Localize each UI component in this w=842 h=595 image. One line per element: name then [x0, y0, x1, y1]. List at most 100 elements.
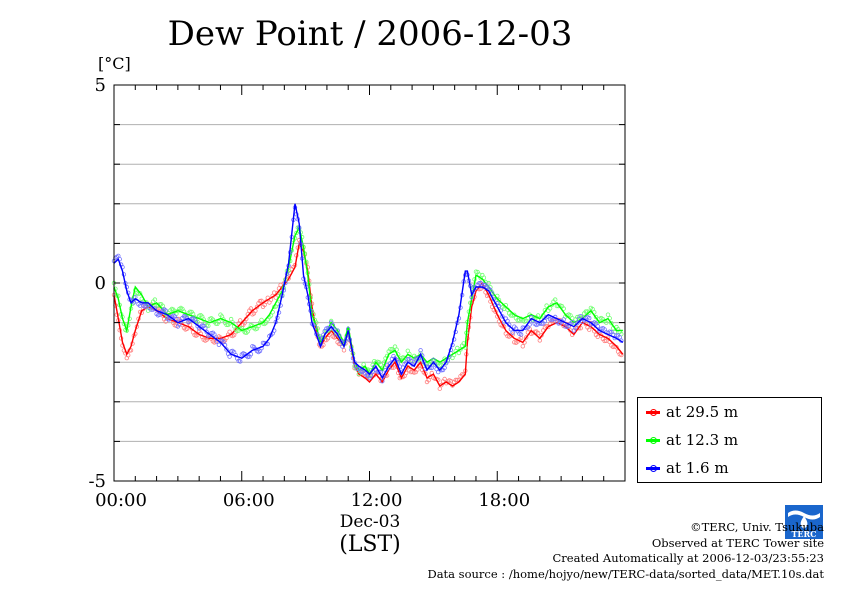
y-ticks: 5 0 -5: [88, 75, 625, 492]
series-2-point: [539, 321, 544, 326]
series-0-point: [248, 306, 254, 311]
series-1-point: [544, 303, 549, 308]
x-tick-label: 06:00: [223, 490, 275, 511]
credit-source: Data source : /home/hojyo/new/TERC-data/…: [427, 566, 824, 581]
x-axis-label: (LST): [339, 532, 401, 557]
credit-created: Created Automatically at 2006-12-03/23:5…: [552, 551, 825, 565]
series-2-point: [432, 362, 438, 367]
series-0-point: [325, 336, 331, 341]
series-2-line: [113, 203, 624, 380]
x-tick-label: 12:00: [351, 490, 403, 511]
series-0-point: [341, 348, 347, 353]
series-1-point: [553, 297, 558, 302]
logo-text: TERC: [791, 529, 816, 539]
series-1-point: [609, 321, 614, 326]
series-2-point: [368, 373, 374, 378]
legend-swatch-29m: [646, 408, 660, 416]
terc-logo-icon: TERC: [785, 505, 823, 539]
series-0-point: [520, 344, 525, 349]
series-0-point: [237, 318, 243, 323]
series-1-point: [361, 362, 366, 367]
series-0-point: [437, 386, 442, 391]
series-1-line: [113, 225, 623, 376]
series-1-point: [152, 297, 158, 302]
series-2-point: [327, 326, 332, 331]
y-tick-label: 0: [95, 273, 106, 294]
series-1-point: [590, 306, 595, 312]
series-2-point: [542, 318, 548, 324]
series-1: [111, 225, 624, 379]
series-1-point: [605, 312, 611, 317]
series-2-point: [510, 330, 515, 335]
series-1-point: [496, 297, 502, 303]
series-2-point: [617, 335, 622, 340]
x-axis-date-label: Dec-03: [339, 512, 401, 532]
series-0-point: [426, 378, 431, 383]
series-2-point: [575, 320, 580, 326]
series-2-point: [500, 314, 505, 319]
gridlines: [114, 124, 625, 442]
series-0-point: [535, 330, 541, 336]
series-2-point: [248, 352, 254, 357]
series-0-point: [242, 320, 247, 325]
series-0-point: [587, 327, 592, 332]
series-1-point: [486, 280, 491, 286]
y-axis-unit: [°C]: [98, 54, 131, 73]
series-2-point: [505, 318, 510, 324]
series-2-point: [518, 332, 524, 337]
legend-label-1m: at 1.6 m: [666, 459, 729, 477]
series-2: [111, 203, 624, 384]
y-tick-label: 5: [95, 75, 106, 96]
series-0-point: [254, 304, 260, 310]
series-1-point: [137, 291, 143, 296]
series-2-point: [216, 342, 222, 347]
series-0-line: [113, 241, 624, 387]
legend-label-12m: at 12.3 m: [666, 431, 739, 449]
legend-label-29m: at 29.5 m: [666, 403, 739, 421]
series-0-point: [524, 335, 529, 340]
series-2-point: [335, 328, 340, 333]
series-0-point: [184, 326, 190, 331]
series-1-point: [206, 323, 211, 328]
series-2-point: [237, 359, 243, 364]
series-1-point: [378, 362, 383, 367]
series-2-point: [578, 314, 583, 319]
series-0-point: [442, 376, 447, 382]
series-0-point: [259, 298, 264, 303]
legend: at 29.5 m at 12.3 m at 1.6 m: [637, 397, 822, 483]
series-1-point: [481, 275, 487, 280]
chart-title: Dew Point / 2006-12-03: [167, 14, 573, 54]
legend-swatch-1m: [646, 464, 660, 472]
series-2-point: [224, 347, 229, 352]
series-1-point: [604, 320, 609, 325]
series-1-point: [587, 310, 592, 315]
legend-item-1m: at 1.6 m: [646, 458, 729, 478]
series-2-point: [429, 365, 434, 370]
series-0-point: [459, 372, 465, 377]
series-2-point: [203, 326, 208, 331]
x-ticks: 00:00 06:00 12:00 18:00: [95, 85, 626, 511]
series-0-point: [227, 329, 232, 334]
series-0-point: [546, 324, 551, 330]
y-tick-label: -5: [88, 471, 106, 492]
series-1-point: [456, 350, 462, 356]
series-layer: [111, 203, 624, 391]
series-1-point: [216, 319, 222, 325]
series-2-point: [204, 329, 209, 335]
series-1-point: [294, 230, 299, 236]
legend-swatch-12m: [646, 436, 660, 444]
series-2-point: [265, 341, 270, 347]
series-2-point: [227, 354, 232, 359]
series-2-point: [330, 323, 335, 328]
series-1-point: [187, 309, 193, 314]
series-2-point: [442, 365, 447, 370]
series-2-point: [163, 308, 168, 313]
series-2-point: [570, 320, 575, 325]
credit-observed: Observed at TERC Tower site: [651, 535, 824, 550]
series-1-point: [160, 303, 165, 308]
series-2-point: [405, 357, 410, 362]
series-1-point: [458, 347, 463, 352]
series-2-point: [587, 315, 592, 321]
series-0-point: [189, 326, 194, 331]
series-0-point: [415, 367, 420, 372]
